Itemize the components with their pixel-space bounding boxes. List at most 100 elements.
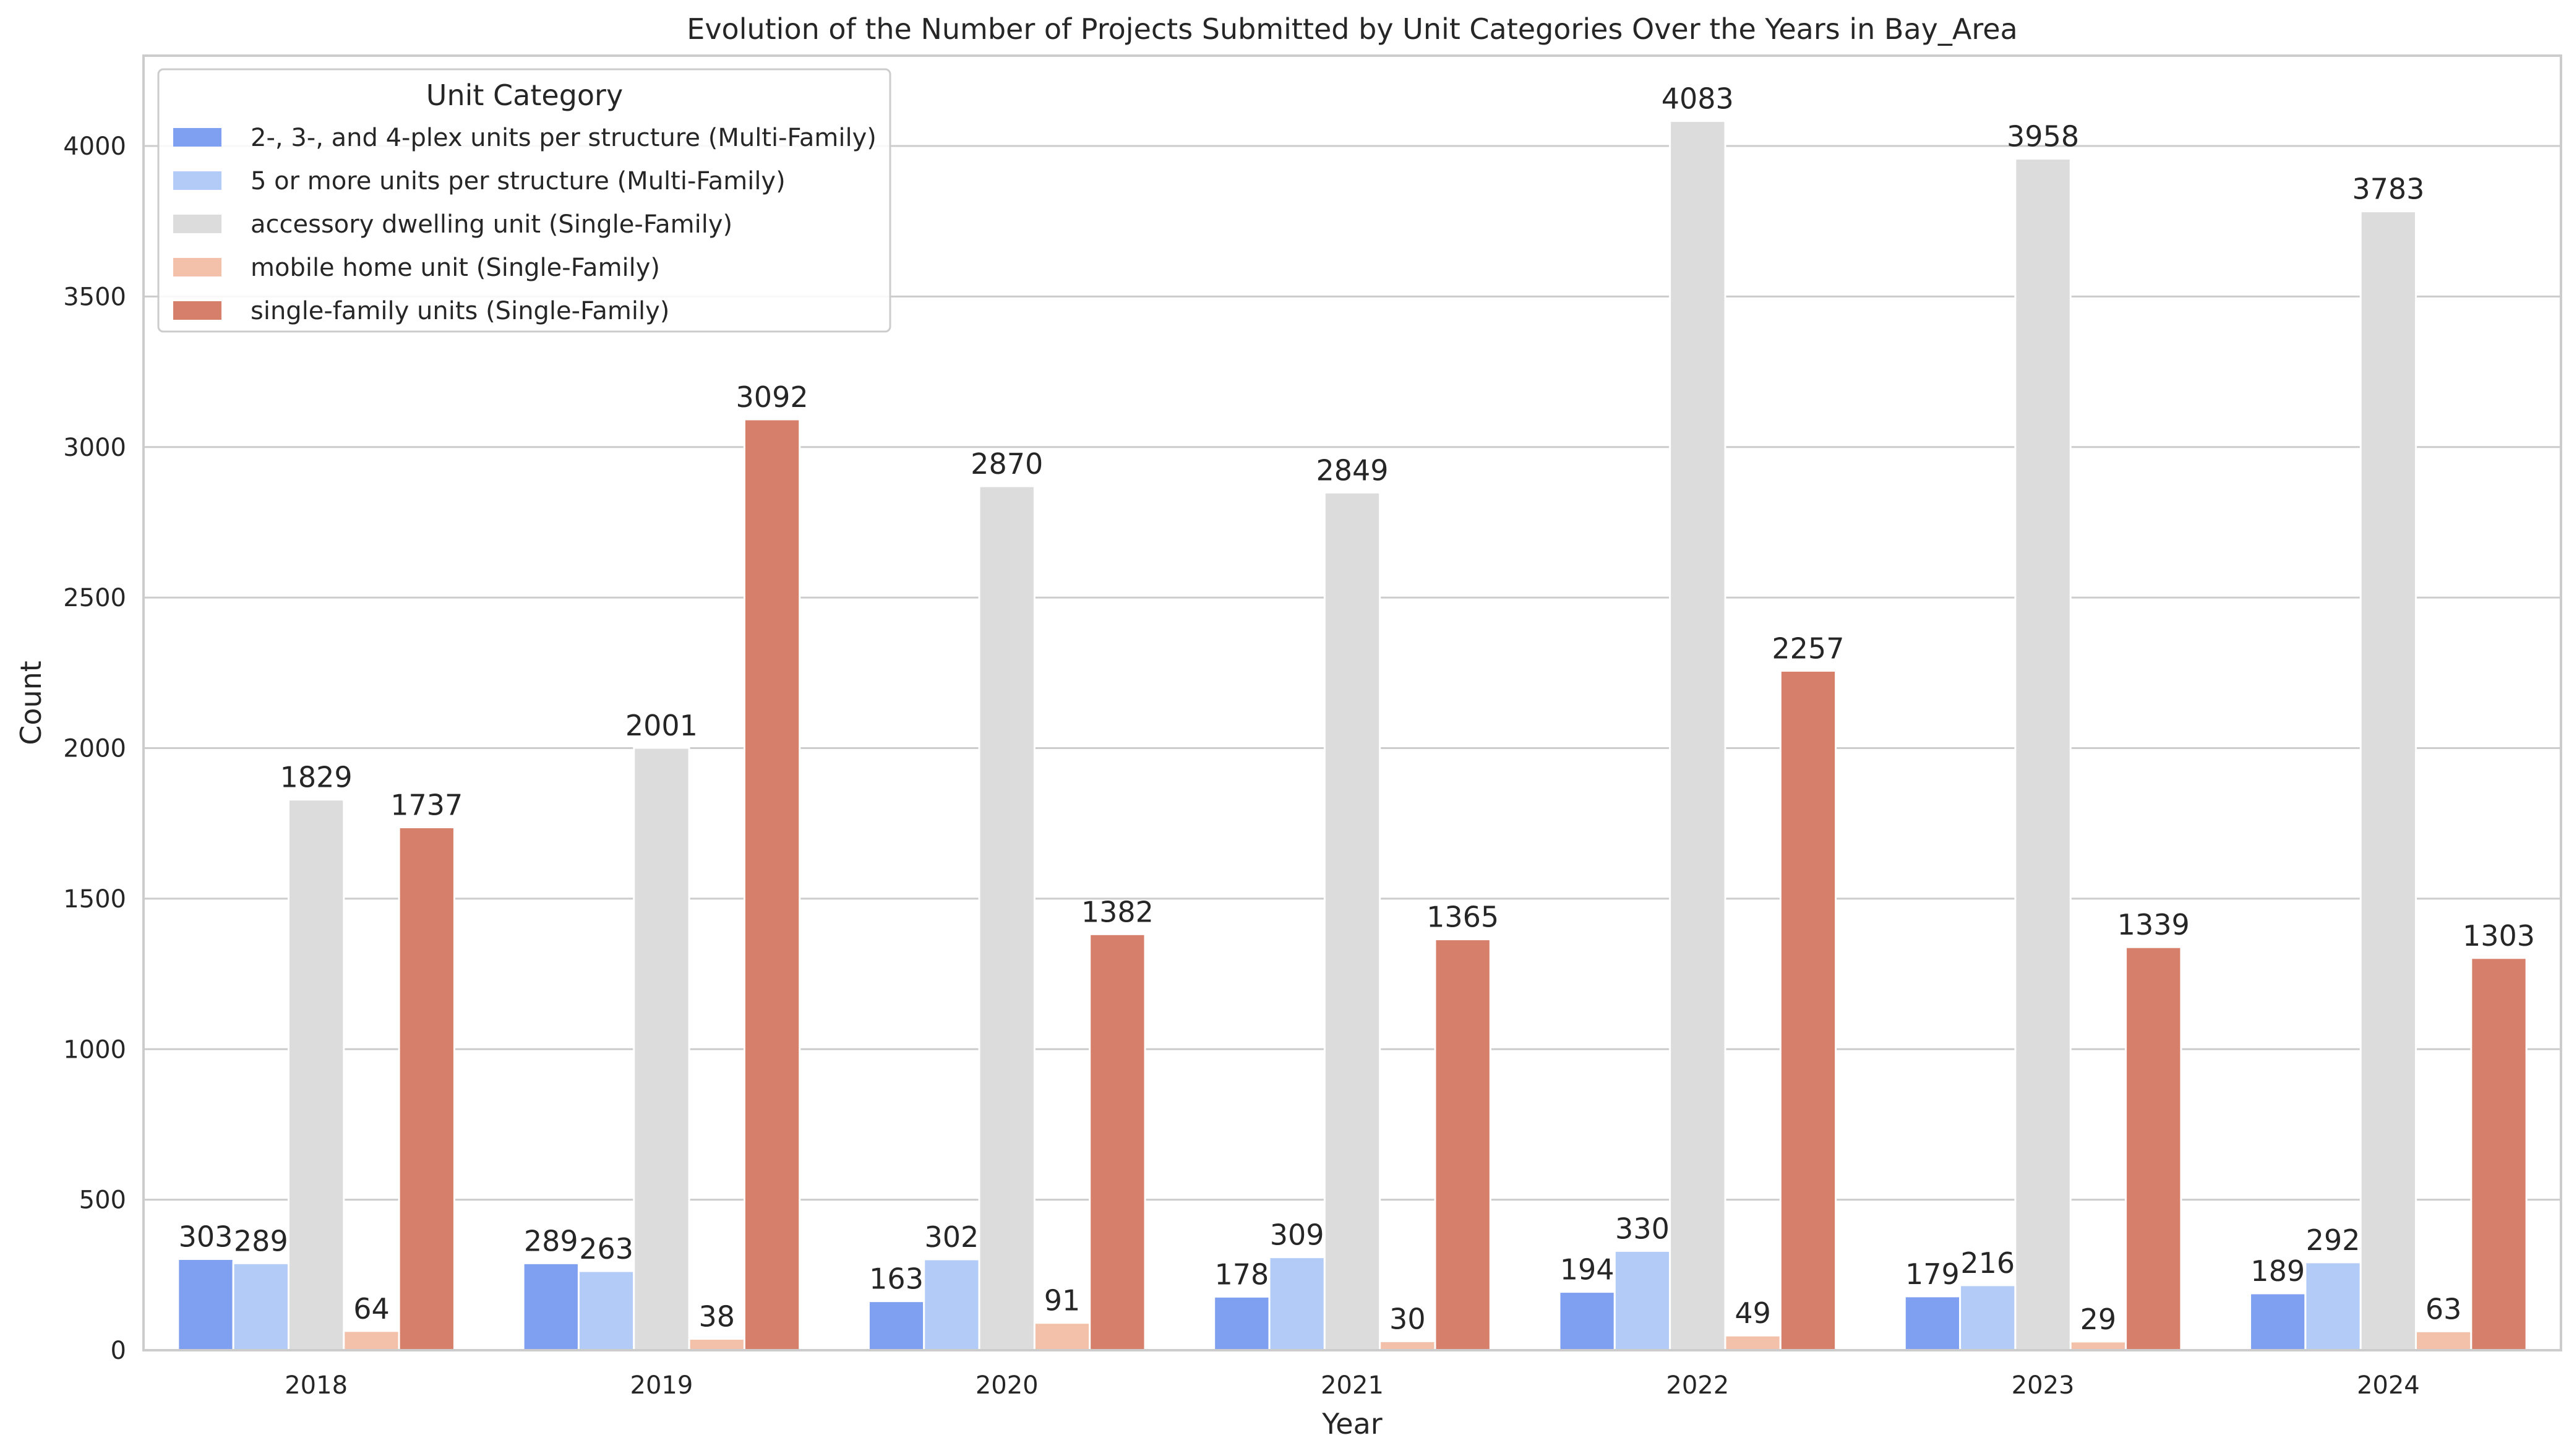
bar-value-label: 263 <box>579 1232 633 1265</box>
bar <box>1379 1340 1436 1351</box>
y-tick-label: 3500 <box>63 283 126 311</box>
bar-value-label: 1339 <box>2117 908 2190 941</box>
legend-swatch <box>173 258 221 276</box>
bar-value-label: 303 <box>179 1220 233 1254</box>
bar-value-label: 163 <box>869 1262 924 1296</box>
bar <box>2014 157 2072 1351</box>
bar <box>1724 1334 1782 1351</box>
y-axis-ticks: 0 500 1000 1500 2000 2500 3000 3500 4000 <box>63 132 126 1365</box>
bar-value-label: 2257 <box>1772 632 1844 665</box>
legend-swatch <box>173 128 221 147</box>
y-tick-label: 500 <box>79 1186 126 1215</box>
bar <box>2249 1292 2307 1351</box>
bar <box>1434 938 1491 1351</box>
bar <box>1558 1291 1616 1351</box>
y-tick-label: 4000 <box>63 132 126 161</box>
bar <box>2304 1261 2362 1351</box>
y-tick-label: 1000 <box>63 1035 126 1064</box>
bar <box>343 1330 400 1351</box>
bar <box>2069 1340 2127 1351</box>
bar <box>1779 669 1837 1351</box>
x-tick-label: 2024 <box>2357 1371 2420 1400</box>
bar <box>577 1270 635 1351</box>
bar-value-label: 29 <box>2080 1303 2117 1336</box>
bars <box>177 120 2528 1351</box>
bar <box>1669 120 1726 1351</box>
plot-frame <box>142 54 2562 1351</box>
bar-value-label: 194 <box>1560 1253 1615 1287</box>
chart-title: Evolution of the Number of Projects Subm… <box>687 12 2017 46</box>
bar <box>923 1258 980 1351</box>
legend-label: mobile home unit (Single-Family) <box>251 254 660 282</box>
x-tick-label: 2020 <box>976 1371 1039 1400</box>
bar-value-label: 302 <box>924 1220 979 1254</box>
legend-swatch <box>173 301 221 320</box>
legend-box <box>157 68 891 333</box>
bar <box>2359 210 2417 1351</box>
bar-value-label: 1365 <box>1426 901 1499 934</box>
bar-value-label: 63 <box>2425 1292 2462 1325</box>
bar <box>1033 1322 1091 1351</box>
bar-value-label: 292 <box>2306 1223 2361 1257</box>
bar <box>522 1262 580 1351</box>
bar <box>2125 946 2182 1351</box>
bar-value-label: 64 <box>353 1292 390 1325</box>
bar <box>867 1300 925 1351</box>
bar <box>2415 1330 2473 1351</box>
bar <box>978 485 1036 1351</box>
bar <box>1213 1295 1271 1351</box>
legend-swatch <box>173 215 221 233</box>
bar <box>743 418 801 1351</box>
bar-value-label: 3783 <box>2352 173 2424 206</box>
bar-value-label: 1829 <box>280 761 353 794</box>
bar-value-label: 49 <box>1735 1296 1771 1330</box>
x-tick-label: 2019 <box>630 1371 693 1400</box>
legend-items: 2-, 3-, and 4-plex units per structure (… <box>173 124 877 325</box>
bar-value-label: 2870 <box>971 447 1043 481</box>
x-axis-ticks: 2018 2019 2020 2021 2022 2023 2024 <box>285 1371 2420 1400</box>
y-tick-label: 3000 <box>63 434 126 462</box>
bar-value-label: 289 <box>234 1224 288 1257</box>
x-tick-label: 2018 <box>285 1371 348 1400</box>
bar-value-label: 179 <box>1905 1257 1960 1291</box>
bar <box>1903 1295 1962 1351</box>
bar-value-label: 289 <box>524 1224 578 1257</box>
y-tick-label: 2000 <box>63 735 126 763</box>
bar <box>232 1262 289 1351</box>
bar <box>398 826 455 1351</box>
bar <box>287 799 345 1351</box>
legend-label: 5 or more units per structure (Multi-Fam… <box>251 167 786 195</box>
bar <box>2470 957 2528 1351</box>
bar-value-label: 2001 <box>625 709 698 742</box>
bar-value-label: 38 <box>698 1300 735 1334</box>
bar <box>1323 491 1381 1351</box>
legend-title: Unit Category <box>426 79 623 112</box>
legend: Unit Category 2-, 3-, and 4-plex units p… <box>157 68 891 333</box>
bar <box>688 1338 745 1351</box>
bar-value-label: 1737 <box>390 789 463 822</box>
legend-label: single-family units (Single-Family) <box>251 297 669 325</box>
bar-value-label: 2849 <box>1316 453 1388 487</box>
x-tick-label: 2023 <box>2012 1371 2075 1400</box>
bar <box>1613 1249 1671 1351</box>
bar-value-label: 216 <box>1960 1246 2015 1280</box>
bar <box>177 1258 234 1351</box>
bar-value-label: 178 <box>1214 1257 1269 1291</box>
bar-value-label: 30 <box>1389 1302 1426 1335</box>
bar-value-label: 309 <box>1270 1218 1324 1252</box>
y-tick-label: 2500 <box>63 584 126 612</box>
bar-value-label: 3958 <box>2007 119 2079 153</box>
bar <box>1089 933 1146 1351</box>
bar-value-label: 91 <box>1044 1284 1081 1317</box>
bar-value-label: 1303 <box>2463 919 2535 953</box>
x-axis-label: Year <box>1321 1407 1382 1441</box>
bar-value-label: 1382 <box>1081 895 1154 928</box>
legend-label: 2-, 3-, and 4-plex units per structure (… <box>251 124 877 152</box>
x-tick-label: 2022 <box>1666 1371 1729 1400</box>
bar-value-label: 3092 <box>736 380 808 414</box>
legend-swatch <box>173 171 221 190</box>
bar-value-label: 189 <box>2250 1254 2305 1288</box>
y-tick-label: 0 <box>111 1337 126 1365</box>
